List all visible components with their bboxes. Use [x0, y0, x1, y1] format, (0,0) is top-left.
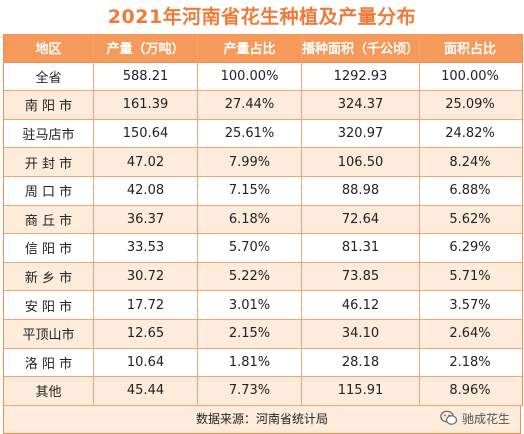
cell-sown-area: 115.91 — [302, 377, 420, 405]
column-header-output: 产量（万吨） — [94, 34, 198, 62]
table-row: 平顶山市 12.65 2.15% 34.10 2.64% — [4, 319, 522, 349]
table-row: 商 丘 市 36.37 6.18% 72.64 5.62% — [4, 205, 522, 235]
cell-region: 新 乡 市 — [4, 262, 94, 291]
column-header-sown-area: 播种面积（千公顷） — [302, 34, 420, 62]
cell-sown-area: 46.12 — [302, 291, 420, 319]
cell-output-share: 7.73% — [198, 377, 302, 405]
data-source: 数据来源：河南省统计局 — [195, 411, 328, 426]
cell-area-share: 5.62% — [449, 211, 491, 227]
watermark: 驰成花生 — [440, 410, 510, 427]
cell-output: 161.39 — [94, 91, 198, 119]
cell-sown-area: 73.85 — [302, 262, 420, 291]
cell-output: 30.72 — [94, 262, 198, 291]
cell-area-share: 5.71% — [449, 269, 491, 285]
cell-region: 平顶山市 — [4, 319, 94, 348]
cell-output: 36.37 — [94, 205, 198, 234]
table-row: 其他 45.44 7.73% 115.91 8.96% — [4, 377, 522, 406]
table-row: 开 封 市 47.02 7.99% 106.50 8.24% — [4, 148, 522, 177]
table-row: 信 阳 市 33.53 5.70% 81.31 6.29% — [4, 234, 522, 263]
cell-area-share: 100.00% — [441, 68, 499, 84]
cell-region: 开 封 市 — [4, 148, 94, 176]
cell-area-share: 2.18% — [449, 354, 491, 370]
cell-output: 10.64 — [94, 348, 198, 377]
cell-area-share: 3.57% — [449, 297, 491, 313]
cell-sown-area: 1292.93 — [302, 62, 420, 91]
watermark-text: 驰成花生 — [461, 411, 510, 426]
cell-region: 安 阳 市 — [4, 291, 94, 319]
cell-output: 42.08 — [94, 176, 198, 205]
cell-region: 其他 — [4, 377, 94, 405]
cell-sown-area: 72.64 — [302, 205, 420, 234]
cell-region: 商 丘 市 — [4, 205, 94, 234]
cell-sown-area: 34.10 — [302, 319, 420, 348]
table-row: 驻马店市 150.64 25.61% 320.97 24.82% — [4, 119, 522, 149]
cell-region: 信 阳 市 — [4, 234, 94, 262]
cell-output: 12.65 — [94, 319, 198, 348]
cell-sown-area: 324.37 — [302, 91, 420, 119]
cell-area-share: 24.82% — [445, 126, 495, 142]
table-row: 南 阳 市 161.39 27.44% 324.37 25.09% — [4, 91, 522, 120]
table-row: 周 口 市 42.08 7.15% 88.98 6.88% — [4, 176, 522, 206]
cell-sown-area: 81.31 — [302, 234, 420, 262]
cell-output-share: 25.61% — [198, 119, 302, 148]
cell-output-share: 6.18% — [198, 205, 302, 234]
table-body: 全省 588.21 100.00% 1292.93 100.00% 南 阳 市 161.39… — [4, 62, 522, 406]
wechat-icon — [440, 410, 458, 426]
cell-sown-area: 106.50 — [302, 148, 420, 176]
cell-region: 全省 — [4, 62, 94, 91]
data-table: 地区 产量（万吨） 产量占比 播种面积（千公顷） 面积占比 全省 588.21 10… — [3, 34, 523, 406]
cell-region: 南 阳 市 — [4, 91, 94, 119]
cell-area-share: 6.88% — [449, 183, 491, 199]
column-header-output-share: 产量占比 — [198, 34, 302, 62]
cell-output-share: 27.44% — [198, 91, 302, 119]
table-row: 洛 阳 市 10.64 1.81% 28.18 2.18% — [4, 348, 522, 378]
cell-output: 47.02 — [94, 148, 198, 176]
cell-area-share: 6.29% — [449, 240, 491, 256]
cell-area-share: 8.24% — [449, 154, 491, 170]
cell-area-share: 25.09% — [445, 97, 495, 113]
cell-output-share: 100.00% — [198, 62, 302, 91]
cell-output-share: 5.22% — [198, 262, 302, 291]
cell-area-share: 8.96% — [449, 383, 491, 399]
cell-sown-area: 320.97 — [302, 119, 420, 148]
page-title: 2021年河南省花生种植及产量分布 — [107, 6, 417, 28]
cell-output-share: 1.81% — [198, 348, 302, 377]
cell-output-share: 2.15% — [198, 319, 302, 348]
cell-area-share: 2.64% — [449, 326, 491, 342]
table-row: 安 阳 市 17.72 3.01% 46.12 3.57% — [4, 291, 522, 320]
cell-sown-area: 88.98 — [302, 176, 420, 205]
cell-region: 周 口 市 — [4, 176, 94, 205]
cell-output: 17.72 — [94, 291, 198, 319]
cell-output-share: 3.01% — [198, 291, 302, 319]
cell-region: 洛 阳 市 — [4, 348, 94, 377]
cell-region: 驻马店市 — [4, 119, 94, 148]
table-header-row: 地区 产量（万吨） 产量占比 播种面积（千公顷） 面积占比 — [4, 34, 522, 63]
cell-output: 33.53 — [94, 234, 198, 262]
column-header-area-share: 面积占比 — [443, 42, 496, 58]
cell-output-share: 7.15% — [198, 176, 302, 205]
table-row: 全省 588.21 100.00% 1292.93 100.00% — [4, 62, 522, 92]
cell-output-share: 7.99% — [198, 148, 302, 176]
table-row: 新 乡 市 30.72 5.22% 73.85 5.71% — [4, 262, 522, 292]
cell-output: 150.64 — [94, 119, 198, 148]
cell-sown-area: 28.18 — [302, 348, 420, 377]
cell-output: 588.21 — [94, 62, 198, 91]
column-header-region: 地区 — [4, 34, 94, 62]
cell-output-share: 5.70% — [198, 234, 302, 262]
table-footer: 数据来源：河南省统计局 驰成花生 — [3, 405, 521, 434]
cell-output: 45.44 — [94, 377, 198, 405]
